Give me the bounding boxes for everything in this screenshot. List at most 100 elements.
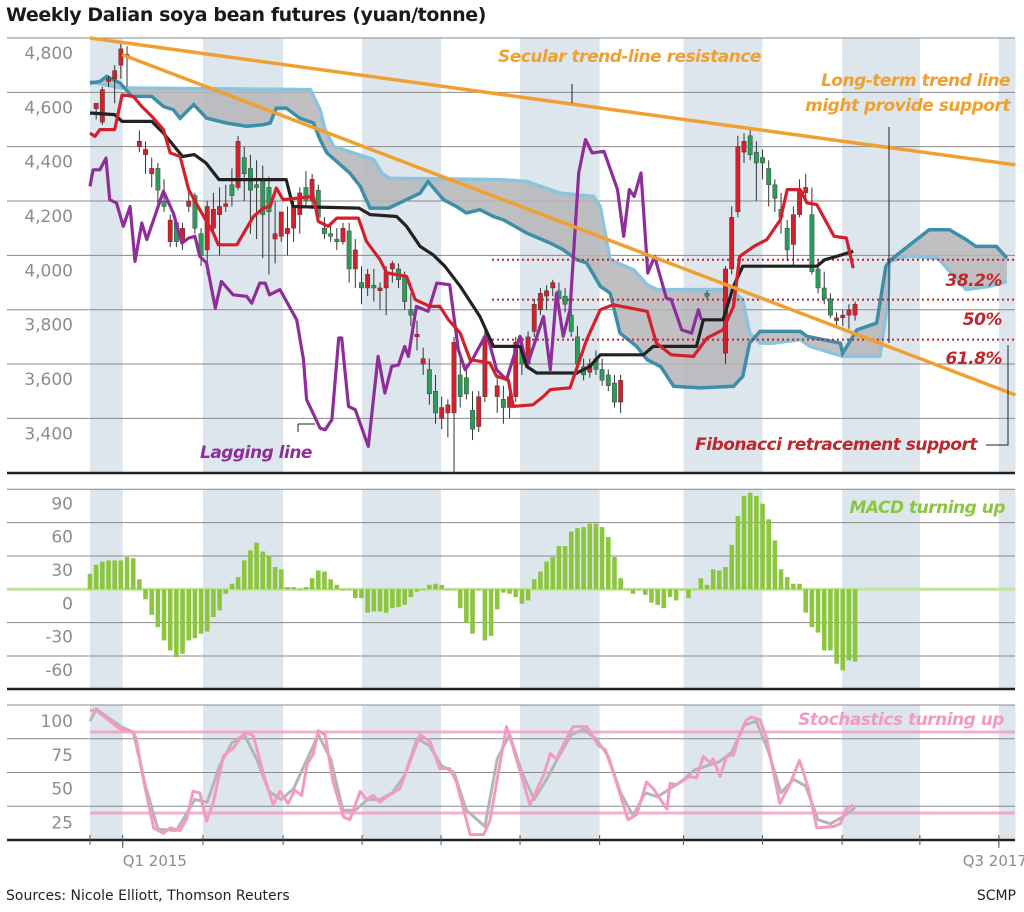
fib-38-label: 38.2%: [946, 271, 1003, 291]
price-tick-label: 3,800: [24, 316, 73, 336]
macd-bar: [112, 560, 117, 590]
macd-bar: [618, 578, 623, 590]
macd-bar: [383, 589, 389, 613]
candle-body: [136, 141, 142, 147]
candle-body: [426, 369, 432, 395]
macd-bar: [772, 540, 778, 590]
macd-bar: [204, 589, 210, 632]
candle-body: [309, 179, 315, 202]
macd-bar: [803, 589, 809, 613]
candle-body: [291, 206, 297, 229]
candle-body: [112, 70, 118, 79]
fib-label: Fibonacci retracement support: [695, 435, 978, 455]
candle-body: [414, 333, 420, 338]
candle-body: [118, 48, 124, 66]
macd-bar: [587, 523, 593, 590]
candle-body: [445, 404, 451, 414]
macd-bar: [624, 589, 630, 591]
macd-bar: [575, 528, 580, 590]
macd-bar: [315, 570, 321, 590]
price-tick-label: 4,800: [24, 44, 73, 64]
candle-body: [809, 214, 815, 272]
candle-body: [229, 184, 235, 196]
price-tick-label: 4,200: [24, 207, 73, 227]
macd-bar: [599, 527, 605, 590]
candle-body: [834, 317, 839, 321]
macd-bar: [100, 561, 105, 590]
candle-body: [192, 195, 198, 229]
candle-body: [544, 290, 549, 297]
candle-body: [346, 230, 352, 270]
candle-body: [254, 184, 259, 188]
macd-bar: [680, 589, 685, 591]
macd-bar: [766, 519, 771, 590]
macd-bar: [723, 567, 728, 590]
candle-body: [241, 157, 247, 175]
candle-body: [766, 168, 772, 185]
candle-body: [167, 219, 173, 242]
candle-body: [322, 227, 327, 234]
macd-bar: [556, 545, 562, 590]
macd-bar: [414, 589, 420, 592]
macd-bar: [402, 589, 407, 605]
macd-bar: [211, 589, 216, 618]
macd-tick-label: 60: [51, 528, 73, 548]
candle-body: [753, 151, 759, 164]
macd-bar: [93, 564, 99, 590]
macd-bar: [729, 544, 734, 590]
macd-bar: [507, 589, 512, 594]
candle-body: [210, 208, 216, 229]
macd-bar: [278, 569, 284, 590]
macd-bar: [340, 589, 346, 591]
macd-bar: [710, 569, 716, 590]
price-tick-label: 4,000: [24, 261, 73, 281]
stoch-tick-label: 50: [51, 780, 73, 800]
candle-body: [612, 382, 617, 403]
candle-body: [377, 287, 383, 291]
candle-body: [340, 227, 346, 242]
candle-body: [599, 369, 605, 381]
candle-body: [735, 146, 741, 213]
macd-bar: [673, 589, 679, 601]
macd-bar: [630, 589, 636, 594]
macd-bar: [217, 589, 222, 611]
macd-bar: [470, 589, 475, 634]
macd-bar: [241, 560, 247, 590]
candlesticks: [93, 43, 858, 473]
macd-bar: [229, 583, 235, 590]
macd-bar: [852, 589, 858, 662]
secular-label: Secular trend-line resistance: [498, 47, 761, 67]
candle-body: [99, 89, 105, 123]
candle-body: [772, 184, 778, 199]
macd-bar: [655, 589, 660, 605]
candle-body: [106, 78, 111, 82]
macd-bar: [235, 577, 241, 590]
macd-tick-label: 30: [51, 561, 73, 581]
axis-labels: 4,800 4,600 4,400 4,200 4,000 3,800 3,600 3,400…: [24, 44, 1024, 870]
macd-bar: [704, 584, 710, 590]
cloud-span-a: [89, 74, 1009, 390]
macd-bar: [130, 558, 136, 590]
macd-bar: [433, 583, 438, 590]
chart-title: Weekly Dalian soya bean futures (yuan/to…: [6, 4, 487, 26]
macd-bar: [346, 589, 352, 591]
candle-body: [303, 187, 309, 202]
macd-bar: [784, 577, 790, 590]
stoch-k-line: [90, 708, 854, 837]
macd-bar: [562, 545, 568, 590]
macd-bar: [476, 589, 482, 591]
x-tick-label: Q1 2015: [123, 852, 187, 870]
macd-bar: [445, 589, 451, 591]
macd-bar: [612, 557, 617, 590]
macd-bar: [488, 589, 494, 636]
candle-body: [285, 227, 290, 234]
price-tick-label: 3,400: [24, 424, 73, 444]
candle-body: [784, 227, 790, 251]
price-tick-label: 4,400: [24, 153, 73, 173]
candle-body: [463, 377, 469, 395]
candle-body: [741, 141, 747, 153]
macd-bar: [451, 589, 457, 591]
macd-bar: [581, 527, 586, 590]
stoch-tick-label: 25: [51, 813, 73, 833]
